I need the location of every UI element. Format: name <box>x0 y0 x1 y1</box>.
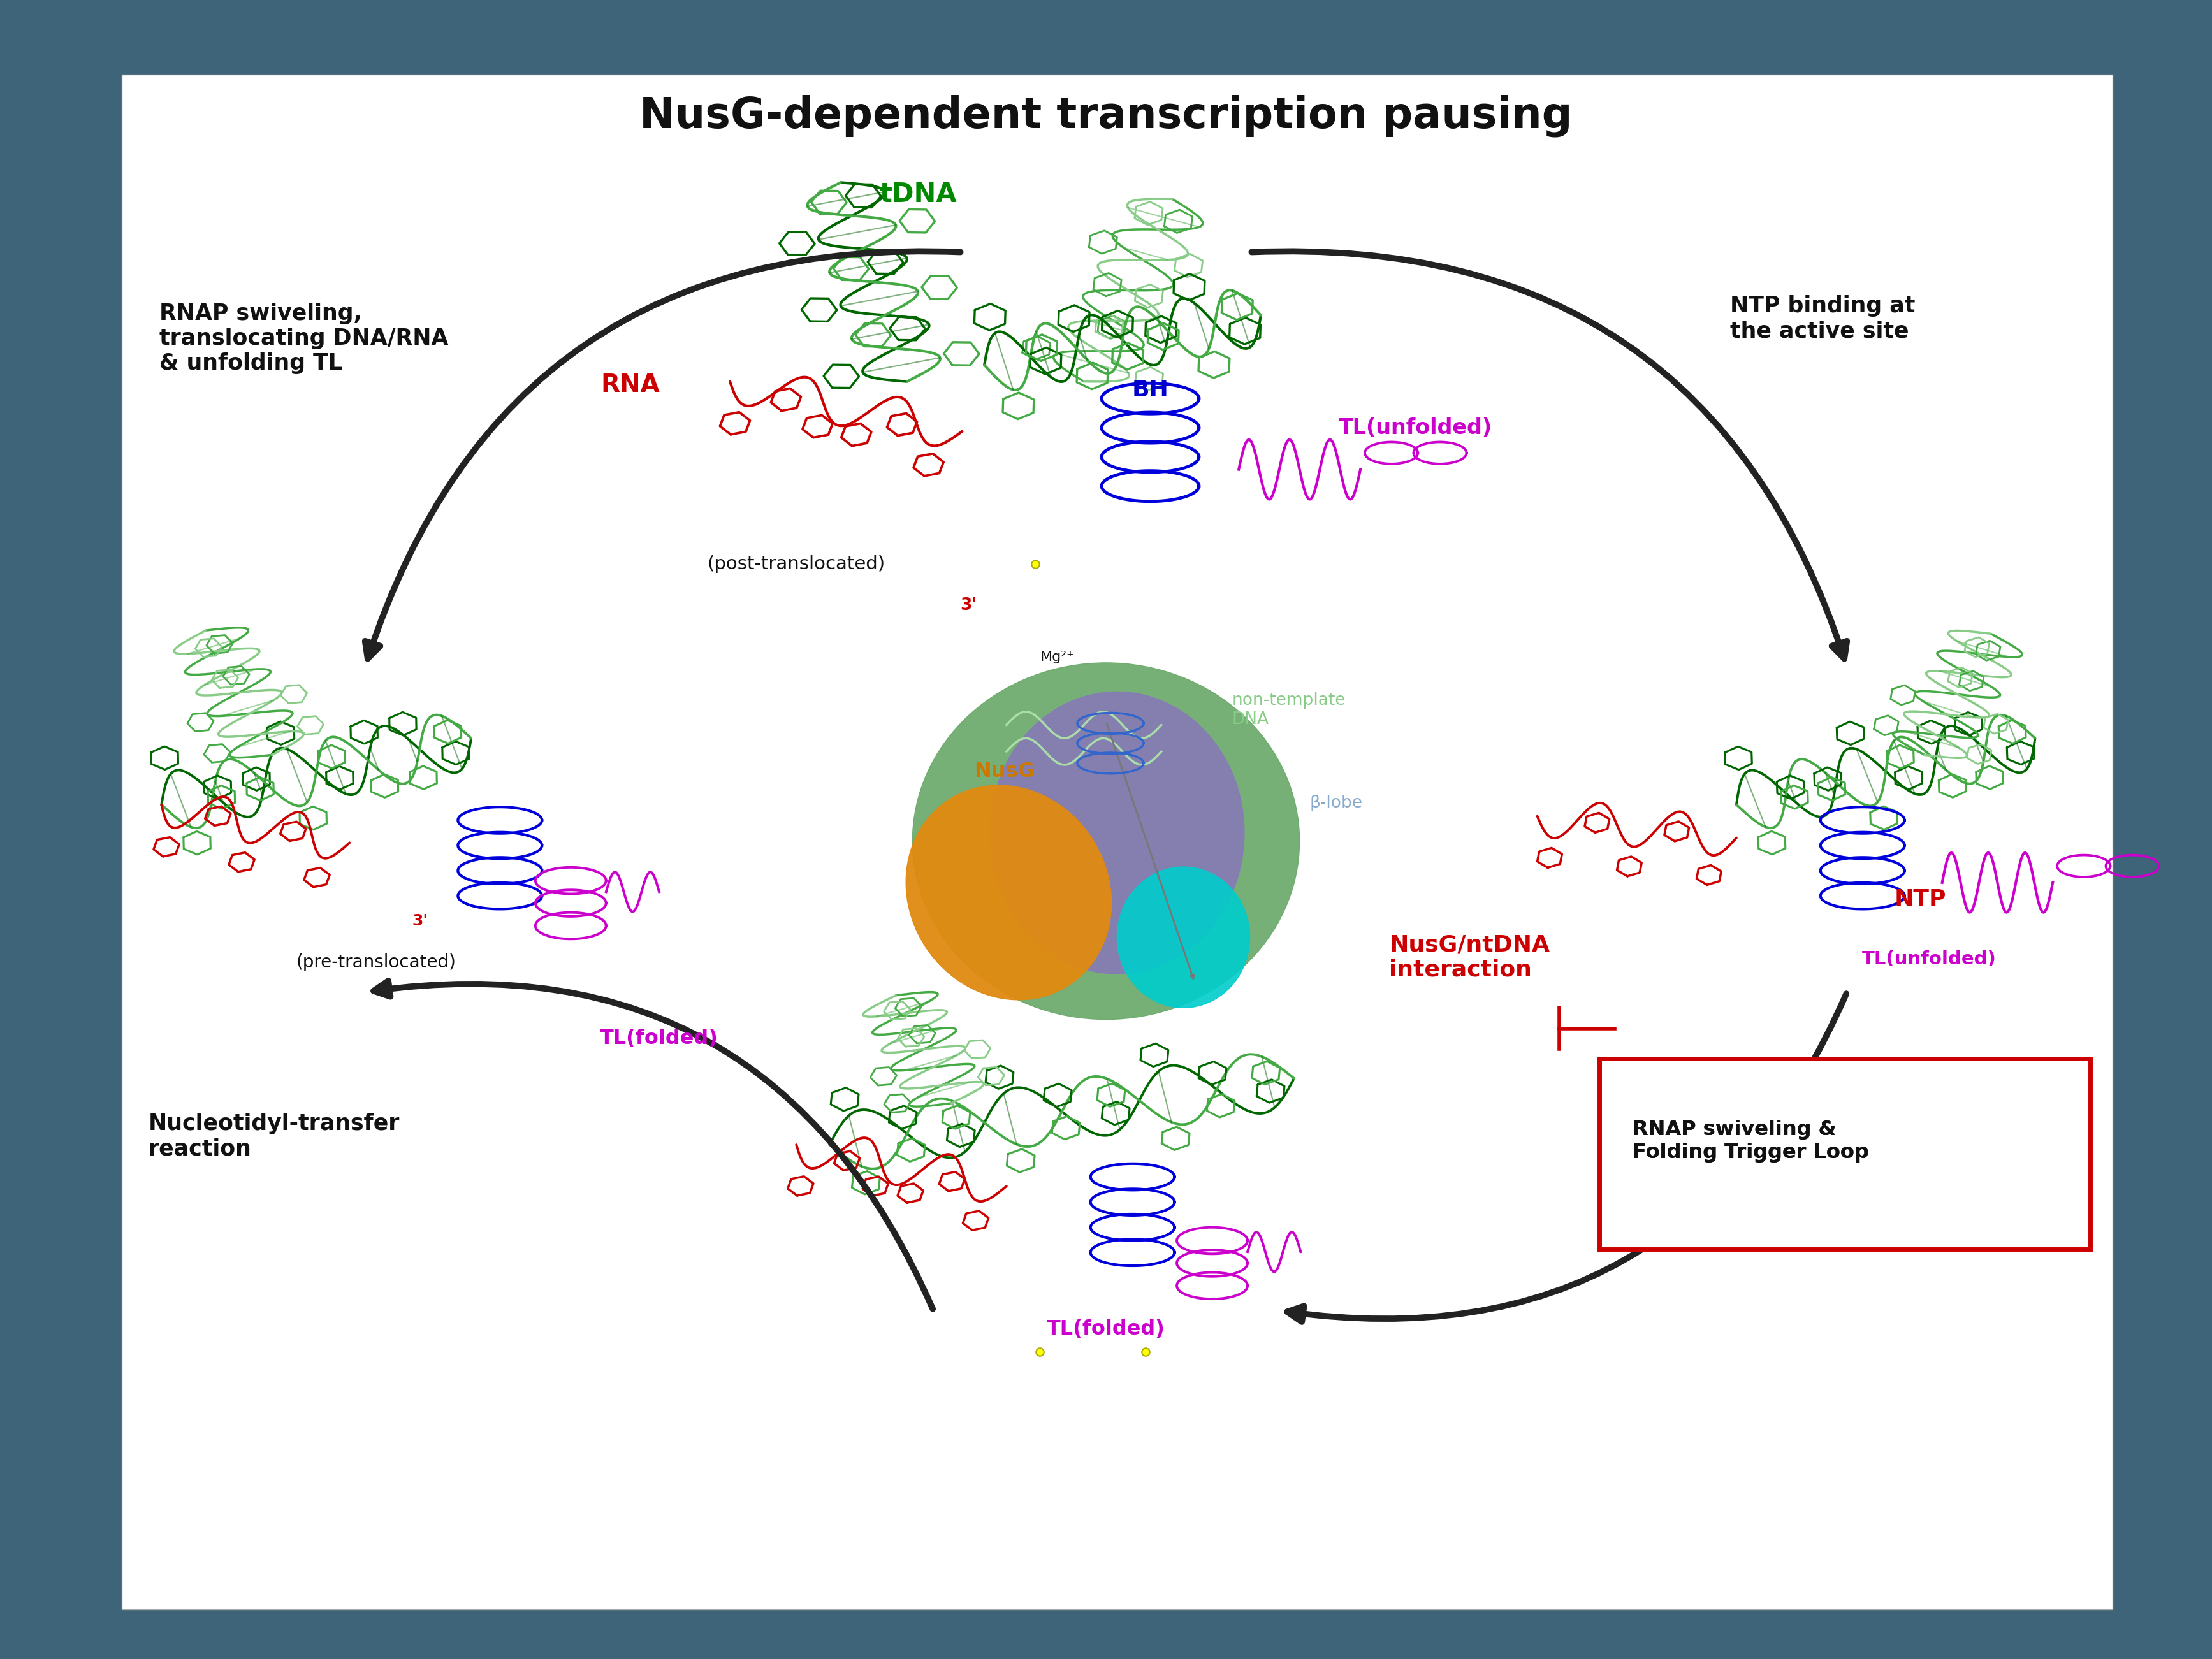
Text: Mg²⁺: Mg²⁺ <box>1040 650 1075 664</box>
Text: TL(unfolded): TL(unfolded) <box>1863 951 1995 967</box>
Text: NusG: NusG <box>973 761 1035 781</box>
Text: tDNA: tDNA <box>878 181 958 207</box>
Text: NTP binding at
the active site: NTP binding at the active site <box>1730 295 1916 342</box>
Text: Nucleotidyl-transfer
reaction: Nucleotidyl-transfer reaction <box>148 1113 400 1160</box>
Text: TL(unfolded): TL(unfolded) <box>1338 418 1493 438</box>
Ellipse shape <box>989 692 1243 974</box>
Text: NTP: NTP <box>1893 888 1947 911</box>
Text: (pre-translocated): (pre-translocated) <box>296 954 456 971</box>
FancyArrowPatch shape <box>365 251 960 659</box>
Text: NusG/ntDNA
interaction: NusG/ntDNA interaction <box>1389 934 1551 980</box>
FancyArrowPatch shape <box>374 980 933 1309</box>
Text: NusG-dependent transcription pausing: NusG-dependent transcription pausing <box>639 95 1573 138</box>
Text: RNA: RNA <box>602 373 659 397</box>
Text: 3': 3' <box>411 912 429 929</box>
Text: β-lobe: β-lobe <box>1310 795 1363 811</box>
Text: RNAP swiveling,
translocating DNA/RNA
& unfolding TL: RNAP swiveling, translocating DNA/RNA & … <box>159 302 449 375</box>
Text: (post-translocated): (post-translocated) <box>708 556 885 572</box>
FancyBboxPatch shape <box>122 75 2112 1609</box>
Ellipse shape <box>911 662 1301 1019</box>
Text: RNAP swiveling &
Folding Trigger Loop: RNAP swiveling & Folding Trigger Loop <box>1632 1120 1869 1163</box>
Text: non-template
DNA: non-template DNA <box>1232 692 1345 728</box>
Text: BH: BH <box>1133 378 1168 401</box>
Ellipse shape <box>907 785 1110 1000</box>
Ellipse shape <box>1117 866 1250 1007</box>
FancyArrowPatch shape <box>1252 251 1847 659</box>
FancyArrowPatch shape <box>1287 994 1847 1322</box>
Text: RNAP swiveling &
Folding Trigger Loop: RNAP swiveling & Folding Trigger Loop <box>1632 1120 1869 1163</box>
Text: TL(folded): TL(folded) <box>599 1029 719 1048</box>
Text: 3': 3' <box>960 597 978 614</box>
Text: TL(folded): TL(folded) <box>1046 1319 1166 1339</box>
FancyBboxPatch shape <box>1599 1058 2090 1249</box>
